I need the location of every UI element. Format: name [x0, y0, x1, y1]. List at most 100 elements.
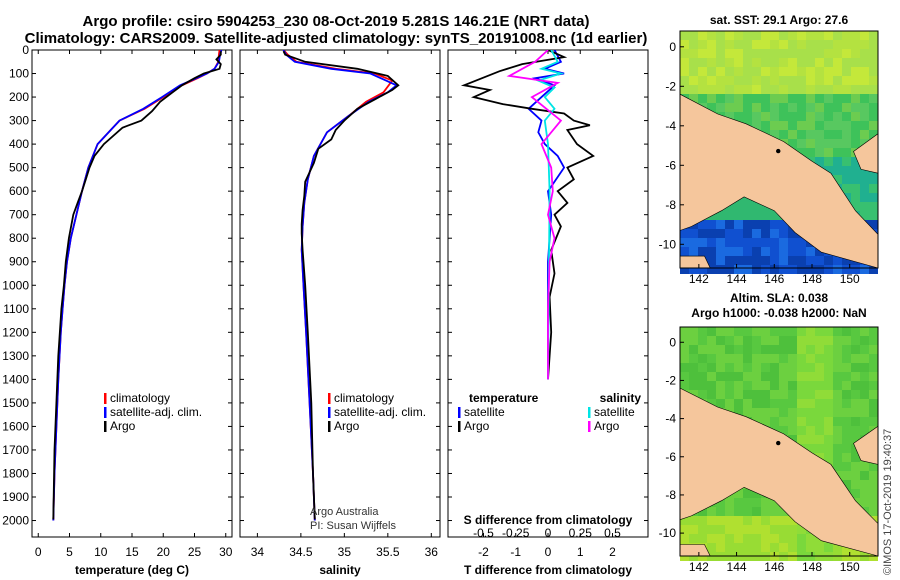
map-cell	[752, 112, 761, 121]
map-cell	[806, 417, 815, 426]
map-cell	[842, 480, 851, 489]
map-cell	[770, 76, 779, 85]
map-cell	[860, 76, 869, 85]
map-cell	[680, 525, 689, 534]
x-axis-label: salinity	[319, 563, 361, 577]
map-cell	[725, 103, 734, 112]
map-cell	[806, 94, 815, 103]
map-cell	[860, 265, 869, 274]
map-cell	[779, 94, 788, 103]
map-cell	[797, 327, 806, 336]
map-cell	[779, 220, 788, 229]
map-cell	[806, 112, 815, 121]
map-cell	[725, 256, 734, 265]
salinity-panel: 34 34.5 35 35.5 36 salinity climatologysatelli…	[239, 49, 441, 577]
map-y-tick-label: 0	[669, 40, 676, 54]
map-cell	[851, 193, 860, 202]
map-cell	[743, 525, 752, 534]
x-tick-label: 5	[66, 545, 73, 559]
map-cell	[707, 265, 716, 274]
map-cell	[689, 363, 698, 372]
map-cell	[734, 372, 743, 381]
map-cell	[770, 265, 779, 274]
map-cell	[707, 256, 716, 265]
map-cell	[752, 543, 761, 552]
map-cell	[680, 229, 689, 238]
map-cell	[833, 543, 842, 552]
map-cell	[752, 220, 761, 229]
y-tick-label: 1300	[2, 349, 29, 363]
map-cell	[824, 381, 833, 390]
map-y-tick-label: -4	[665, 119, 676, 133]
map-cell	[824, 103, 833, 112]
map-cell	[788, 327, 797, 336]
map-cell	[680, 238, 689, 247]
map-cell	[797, 139, 806, 148]
map-cell	[869, 211, 878, 220]
map-cell	[815, 381, 824, 390]
map-cell	[752, 211, 761, 220]
map-cell	[779, 58, 788, 67]
map-cell	[716, 498, 725, 507]
map-cell	[779, 67, 788, 76]
map-cell	[860, 94, 869, 103]
map-cell	[761, 220, 770, 229]
map-cell	[851, 435, 860, 444]
map-cell	[869, 220, 878, 229]
y-tick-label: 400	[9, 137, 29, 151]
map-cell	[851, 139, 860, 148]
map-cell	[761, 121, 770, 130]
map-cell	[842, 327, 851, 336]
map-cell	[725, 345, 734, 354]
map-cell	[851, 121, 860, 130]
map-cell	[752, 58, 761, 67]
y-tick-label: 100	[9, 67, 29, 81]
map-cell	[752, 489, 761, 498]
map-cell	[797, 534, 806, 543]
map-cell	[734, 507, 743, 516]
map-cell	[860, 363, 869, 372]
map-cell	[698, 507, 707, 516]
map-cell	[833, 166, 842, 175]
map-cell	[860, 336, 869, 345]
map-cell	[869, 76, 878, 85]
map-cell	[815, 103, 824, 112]
map-cell	[815, 130, 824, 139]
map-y-tick-label: -2	[665, 79, 676, 93]
map-cell	[779, 112, 788, 121]
map-cell	[761, 40, 770, 49]
map-cell	[698, 372, 707, 381]
map-x-tick-label: 142	[689, 272, 709, 286]
map-cell	[761, 94, 770, 103]
map-cell	[833, 40, 842, 49]
title-line-2: Climatology: CARS2009. Satellite-adjuste…	[24, 30, 648, 47]
x-tick-label: 35	[338, 545, 352, 559]
x-axis-label: T difference from climatology	[464, 563, 632, 577]
map-cell	[797, 426, 806, 435]
map-cell	[761, 247, 770, 256]
map-cell	[869, 175, 878, 184]
legend-label: Argo	[110, 419, 136, 433]
map-cell	[707, 103, 716, 112]
map-cell	[806, 103, 815, 112]
map-cell	[770, 345, 779, 354]
map-cell	[833, 67, 842, 76]
map-x-tick-label: 150	[840, 560, 860, 574]
map-cell	[833, 103, 842, 112]
map-cell	[770, 516, 779, 525]
map-cell	[815, 435, 824, 444]
map-cell	[761, 399, 770, 408]
map-cell	[698, 85, 707, 94]
map-cell	[725, 390, 734, 399]
map-cell	[743, 381, 752, 390]
map-cell	[842, 130, 851, 139]
map-cell	[869, 327, 878, 336]
x-tick-label: 34	[251, 545, 265, 559]
legend-label: Argo	[594, 419, 620, 433]
map-cell	[779, 256, 788, 265]
map-cell	[824, 426, 833, 435]
map-cell	[806, 265, 815, 274]
series-group	[460, 50, 595, 380]
map-cell	[860, 417, 869, 426]
